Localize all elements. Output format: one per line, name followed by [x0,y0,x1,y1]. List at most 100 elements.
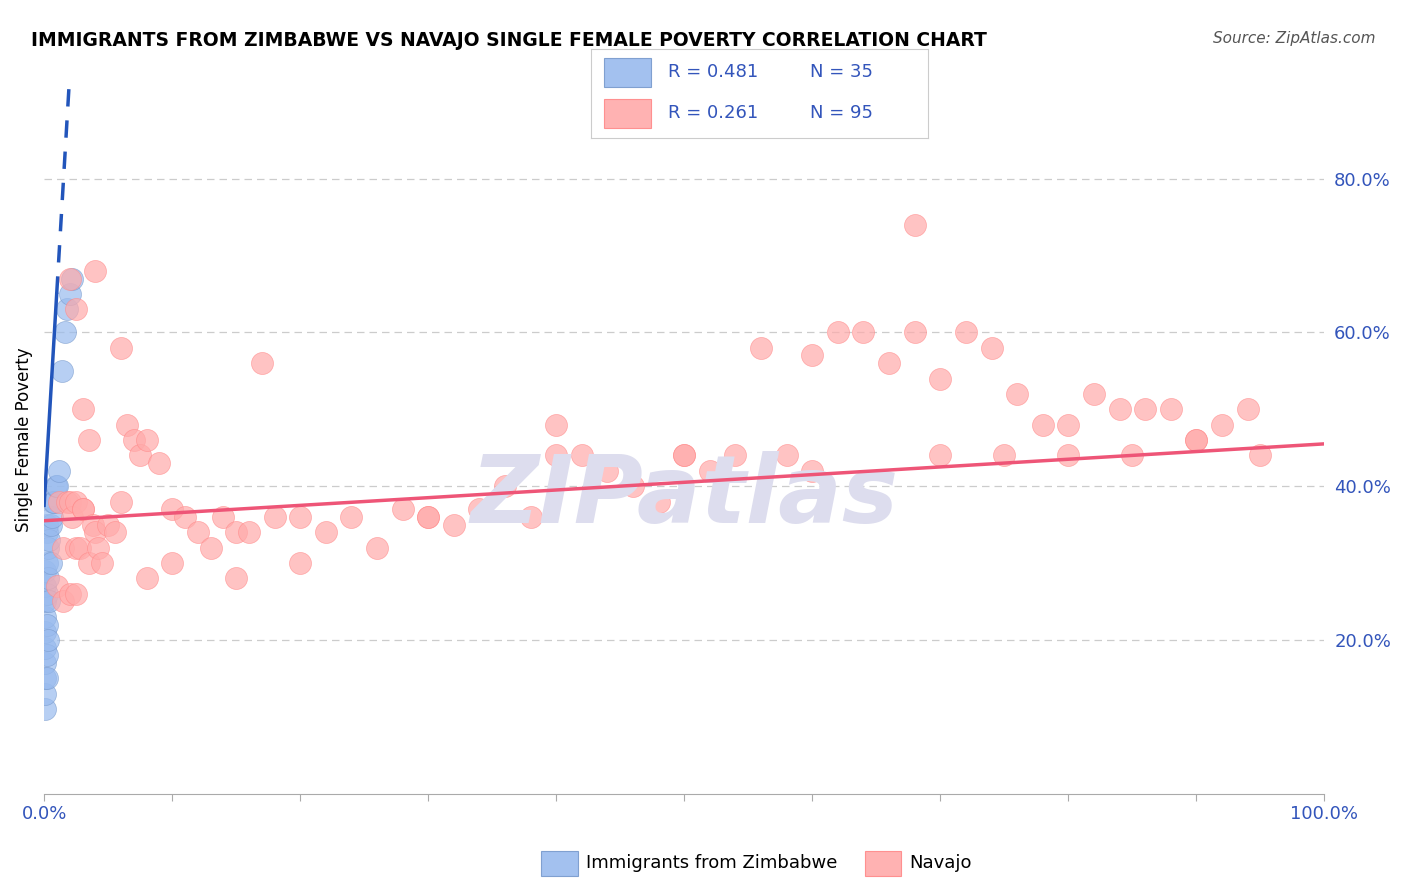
Point [1160,402,1182,417]
Text: R = 0.261: R = 0.261 [668,104,758,122]
Point [225,525,247,540]
Point [621,479,644,493]
Point [673,449,696,463]
Point [84,264,107,278]
Text: Navajo: Navajo [910,855,972,872]
Point [993,449,1015,463]
Point [699,464,721,478]
Point [59,587,82,601]
Point [53,326,76,340]
Point [103,525,125,540]
Point [65,541,87,555]
Point [77,433,100,447]
Point [34,610,56,624]
Point [955,326,977,340]
Point [288,556,311,570]
Point [45,479,67,493]
Point [468,502,491,516]
Point [38,533,60,547]
Point [65,494,87,508]
Point [35,517,58,532]
Point [160,502,183,516]
Point [263,509,285,524]
Point [37,541,59,555]
Point [34,640,56,655]
Point [39,556,62,570]
Point [34,687,56,701]
Bar [605,58,651,87]
Point [391,502,413,516]
Point [69,541,91,555]
Point [72,402,94,417]
Point [1005,387,1028,401]
Point [801,348,824,362]
Point [35,587,58,601]
Point [35,617,58,632]
Point [44,494,66,508]
Point [596,464,619,478]
Point [77,556,100,570]
Point [45,479,67,493]
Point [65,302,87,317]
Point [60,271,83,285]
Point [647,494,669,508]
Point [34,671,56,685]
Point [82,517,104,532]
Point [1083,387,1105,401]
Point [34,564,56,578]
Point [37,571,59,585]
Point [238,525,260,540]
Point [1057,449,1080,463]
Point [187,525,209,540]
Point [366,541,388,555]
Point [48,464,70,478]
Point [45,579,67,593]
Point [34,579,56,593]
Point [877,356,900,370]
Point [135,571,157,585]
Point [34,594,56,608]
Text: Source: ZipAtlas.com: Source: ZipAtlas.com [1212,31,1375,46]
Point [443,517,465,532]
Point [1057,417,1080,432]
Point [1185,433,1208,447]
Text: IMMIGRANTS FROM ZIMBABWE VS NAVAJO SINGLE FEMALE POVERTY CORRELATION CHART: IMMIGRANTS FROM ZIMBABWE VS NAVAJO SINGL… [31,31,987,50]
Point [34,702,56,716]
Text: Immigrants from Zimbabwe: Immigrants from Zimbabwe [586,855,838,872]
Point [315,525,337,540]
Point [1121,449,1143,463]
Point [52,594,75,608]
Point [97,517,120,532]
Point [122,433,145,447]
Point [852,326,875,340]
Point [110,341,132,355]
Point [1133,402,1156,417]
Point [56,494,79,508]
Point [1185,433,1208,447]
Point [418,509,440,524]
Point [546,449,568,463]
Point [225,571,247,585]
Point [51,364,73,378]
Point [418,509,440,524]
Point [37,632,59,647]
Point [34,625,56,640]
Point [250,356,273,370]
Point [904,218,927,232]
Point [827,326,849,340]
Point [65,587,87,601]
Point [35,556,58,570]
Point [340,509,363,524]
Point [129,449,152,463]
Point [160,556,183,570]
Point [1249,449,1271,463]
Point [117,417,139,432]
Point [72,502,94,516]
Point [749,341,772,355]
Point [84,525,107,540]
Point [52,541,75,555]
Point [59,287,82,301]
Point [59,494,82,508]
Point [110,494,132,508]
Point [87,541,110,555]
